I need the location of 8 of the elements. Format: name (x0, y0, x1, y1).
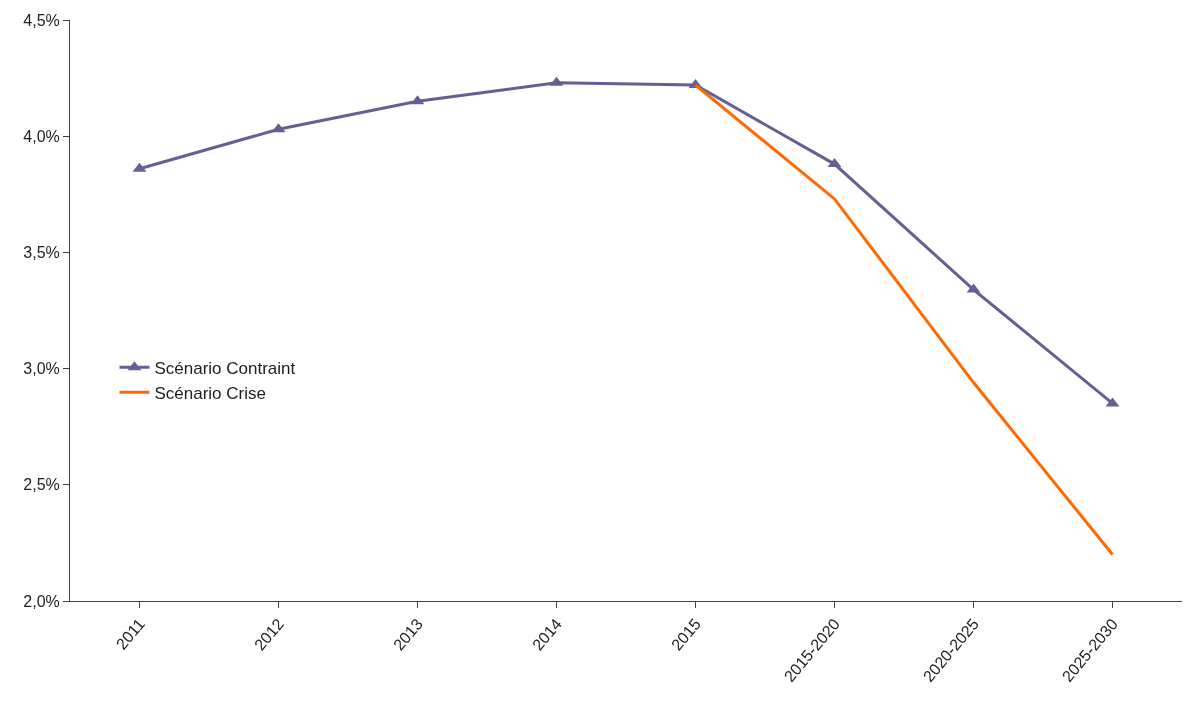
legend-label: Scénario Crise (154, 384, 266, 403)
y-tick-label: 3,5% (23, 244, 60, 261)
y-tick-label: 3,0% (23, 360, 60, 378)
y-tick-label: 4,0% (23, 127, 60, 145)
y-tick-label: 2,0% (23, 592, 60, 610)
y-tick-label: 4,5% (23, 11, 60, 29)
y-tick-label: 2,5% (23, 476, 60, 494)
legend-label: Scénario Contraint (154, 358, 296, 378)
